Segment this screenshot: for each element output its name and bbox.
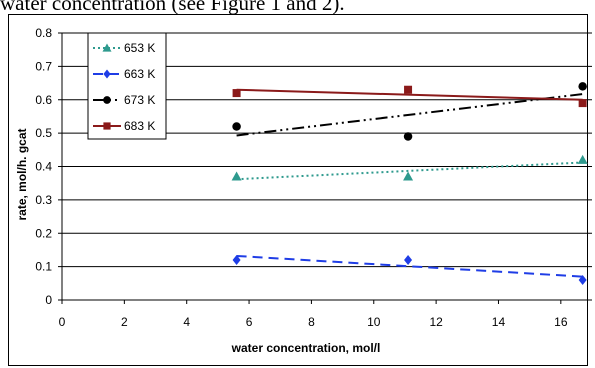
diamond-marker <box>232 254 241 265</box>
y-tick-label: 0.1 <box>35 260 52 274</box>
circle-marker <box>103 96 111 104</box>
x-tick-label: 0 <box>59 315 66 329</box>
y-tick-label: 0.5 <box>35 126 52 140</box>
series-683-k <box>232 85 587 108</box>
series-673-k <box>232 82 587 141</box>
square-marker <box>103 122 111 130</box>
diamond-marker <box>103 69 111 79</box>
circle-marker <box>578 82 587 91</box>
x-tick-label: 8 <box>308 315 315 329</box>
series-663-k <box>232 254 587 285</box>
legend-label: 673 K <box>124 93 155 107</box>
triangle-marker <box>577 154 588 164</box>
legend-label: 683 K <box>124 119 155 133</box>
x-tick-label: 2 <box>121 315 128 329</box>
x-tick-label: 6 <box>246 315 253 329</box>
legend-label: 653 K <box>124 41 155 55</box>
triangle-marker <box>403 171 414 181</box>
legend-item: 663 K <box>93 67 155 81</box>
x-tick-label: 14 <box>492 315 506 329</box>
trend-line <box>236 88 583 101</box>
triangle-marker <box>102 43 112 52</box>
y-tick-label: 0.4 <box>35 160 52 174</box>
trend-line <box>236 93 583 137</box>
diamond-marker <box>404 254 413 265</box>
circle-marker <box>232 122 241 131</box>
y-tick-label: 0.2 <box>35 226 52 240</box>
y-tick-label: 0.6 <box>35 93 52 107</box>
circle-marker <box>403 132 413 141</box>
series-layer <box>231 82 588 285</box>
square-marker <box>232 89 241 98</box>
y-tick-label: 0.3 <box>35 193 52 207</box>
legend-item: 683 K <box>93 119 155 133</box>
y-tick-label: 0.7 <box>35 59 52 73</box>
trend-line <box>236 254 583 278</box>
x-tick-label: 4 <box>183 315 190 329</box>
diamond-marker <box>578 274 587 285</box>
x-axis-label: water concentration, mol/l <box>231 341 381 355</box>
y-tick-labels: 0 0.1 0.2 0.3 0.4 0.5 0.6 0.7 0.8 <box>35 26 62 307</box>
caption-text: water concentration (see Figure 1 and 2)… <box>0 0 345 15</box>
x-tick-label: 12 <box>429 315 443 329</box>
legend: 653 K 663 K 673 K 683 K <box>87 32 167 140</box>
legend-item: 653 K <box>93 41 155 55</box>
legend-box <box>87 32 167 140</box>
legend-item: 673 K <box>93 93 155 107</box>
y-tick-label: 0 <box>45 293 52 307</box>
square-marker <box>578 99 587 108</box>
y-axis-label: rate, mol/h. gcat <box>15 128 29 220</box>
legend-label: 663 K <box>124 67 155 81</box>
series-653-k <box>231 154 588 181</box>
x-tick-label: 10 <box>367 315 381 329</box>
x-tick-labels: 0 2 4 6 8 10 12 14 16 <box>59 300 568 329</box>
y-tick-label: 0.8 <box>35 26 52 40</box>
square-marker <box>404 85 413 94</box>
triangle-marker <box>231 171 242 181</box>
x-tick-label: 16 <box>554 315 568 329</box>
